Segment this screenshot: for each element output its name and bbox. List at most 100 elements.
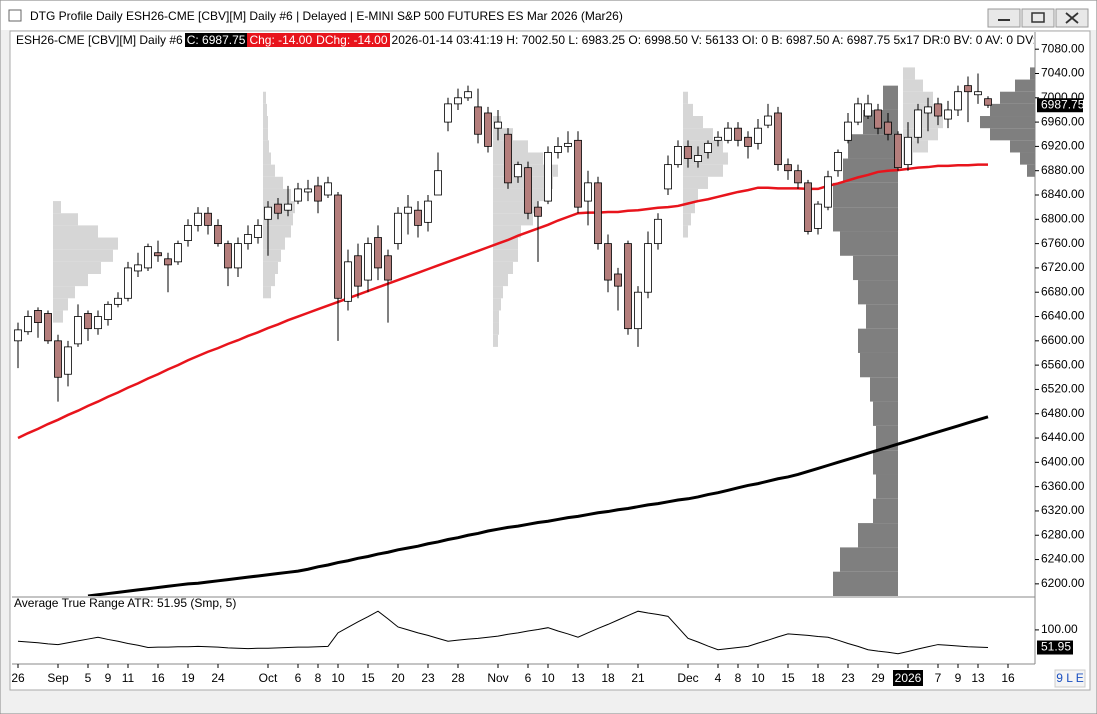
profile-bar: [263, 128, 268, 141]
x-tick-label: 8: [735, 671, 742, 685]
y-tick-label: 7080.00: [1041, 41, 1085, 55]
candle-body: [434, 170, 442, 196]
x-tick-label: 8: [315, 671, 322, 685]
candle-body: [844, 121, 852, 141]
profile-bar: [493, 286, 503, 299]
profile-bar: [903, 67, 915, 80]
profile-bar: [263, 261, 278, 274]
atr-tick-label: 100.00: [1041, 622, 1078, 636]
y-tick-label: 6840.00: [1041, 187, 1085, 201]
candle-body: [634, 291, 642, 330]
candle-body: [594, 182, 602, 245]
candle-body: [274, 203, 282, 214]
last-price-label: 6987.75: [1041, 97, 1085, 111]
candle-body: [194, 212, 202, 226]
x-tick-label: 26: [11, 671, 25, 685]
candle-body: [554, 145, 562, 153]
y-tick-label: 6400.00: [1041, 455, 1085, 469]
profile-bar: [873, 401, 898, 426]
profile-bar: [263, 116, 268, 129]
moving-average: [87, 415, 989, 596]
close-box: C: 6987.75: [184, 33, 248, 47]
profile-bar: [903, 116, 943, 129]
x-tick-label: 28: [451, 671, 465, 685]
candle-body: [834, 152, 842, 172]
x-tick-label: 19: [181, 671, 195, 685]
candle-body: [624, 243, 632, 330]
profile-bar: [1027, 164, 1035, 177]
maximize-button[interactable]: [1021, 8, 1055, 28]
profile-bar: [493, 225, 521, 238]
maximize-icon: [1031, 12, 1045, 23]
candle-body: [704, 142, 712, 153]
profile-bar: [833, 182, 898, 208]
profile-bar: [263, 237, 285, 250]
x-tick-label: 23: [841, 671, 855, 685]
candle-body: [144, 246, 152, 269]
atr-pane: [17, 610, 989, 655]
candle-body: [384, 255, 392, 281]
title-bar: [1, 1, 1096, 30]
candle-body: [944, 109, 952, 120]
profile-bar: [990, 128, 1035, 141]
profile-bar: [848, 134, 898, 159]
profile-bar: [493, 188, 548, 202]
candle-body: [894, 133, 902, 169]
x-tick-label: Sep: [47, 671, 69, 685]
profile-bar: [683, 164, 723, 177]
candle-body: [724, 127, 732, 141]
x-tick-label: 7: [935, 671, 942, 685]
x-tick-label: 16: [1001, 671, 1015, 685]
profile-bar: [903, 79, 923, 92]
profile-bar: [873, 498, 898, 524]
candle-body: [254, 224, 262, 238]
candle-body: [654, 218, 662, 245]
candle-body: [524, 167, 532, 214]
x-tick-label: 13: [571, 671, 585, 685]
candle-body: [264, 206, 272, 220]
profile-bar: [858, 523, 898, 548]
profile-bar: [990, 103, 1035, 117]
symbol: ESH26-CME [CBV][M] Daily #6: [16, 33, 183, 47]
profile-bar: [873, 450, 898, 475]
candle-body: [314, 185, 322, 202]
profile-bar: [980, 116, 1035, 129]
profile-bar: [683, 176, 708, 189]
profile-bar: [263, 140, 269, 153]
minimize-button[interactable]: [987, 8, 1021, 28]
x-tick-label: 16: [151, 671, 165, 685]
x-tick-label: 11: [122, 671, 135, 685]
profile-bar: [683, 225, 688, 238]
corner-box[interactable]: [1054, 669, 1086, 688]
y-tick-label: 6280.00: [1041, 527, 1085, 541]
candle-body: [74, 316, 82, 345]
candle-body: [504, 133, 512, 184]
candle-body: [584, 182, 592, 202]
candle-body: [984, 98, 992, 106]
y-tick-label: 6600.00: [1041, 333, 1085, 347]
profile-bar: [263, 273, 275, 287]
y-tick-label: 7040.00: [1041, 66, 1085, 80]
profile-bar: [53, 286, 75, 299]
y-tick-label: 6560.00: [1041, 357, 1085, 371]
profile-bar: [683, 128, 713, 141]
y-tick-label: 6800.00: [1041, 211, 1085, 225]
profile-bar: [1020, 152, 1035, 165]
candle-body: [44, 313, 52, 342]
x-tick-label: 18: [601, 671, 615, 685]
candle-body: [394, 212, 402, 245]
candle-body: [354, 255, 362, 287]
candle-body: [374, 237, 382, 269]
profile-bar: [53, 298, 68, 311]
candle-body: [764, 115, 772, 126]
candle-body: [874, 109, 882, 129]
profile-bar: [903, 91, 933, 104]
profile-bar: [683, 140, 723, 153]
price-pane: [14, 67, 1035, 596]
x-tick-label: 15: [361, 671, 375, 685]
candle-body: [664, 164, 672, 190]
y-tick-label: 6320.00: [1041, 503, 1085, 517]
corner-label: 9 L E: [1056, 671, 1084, 685]
x-tick-label: Nov: [487, 671, 508, 685]
x-tick-label: 15: [781, 671, 795, 685]
